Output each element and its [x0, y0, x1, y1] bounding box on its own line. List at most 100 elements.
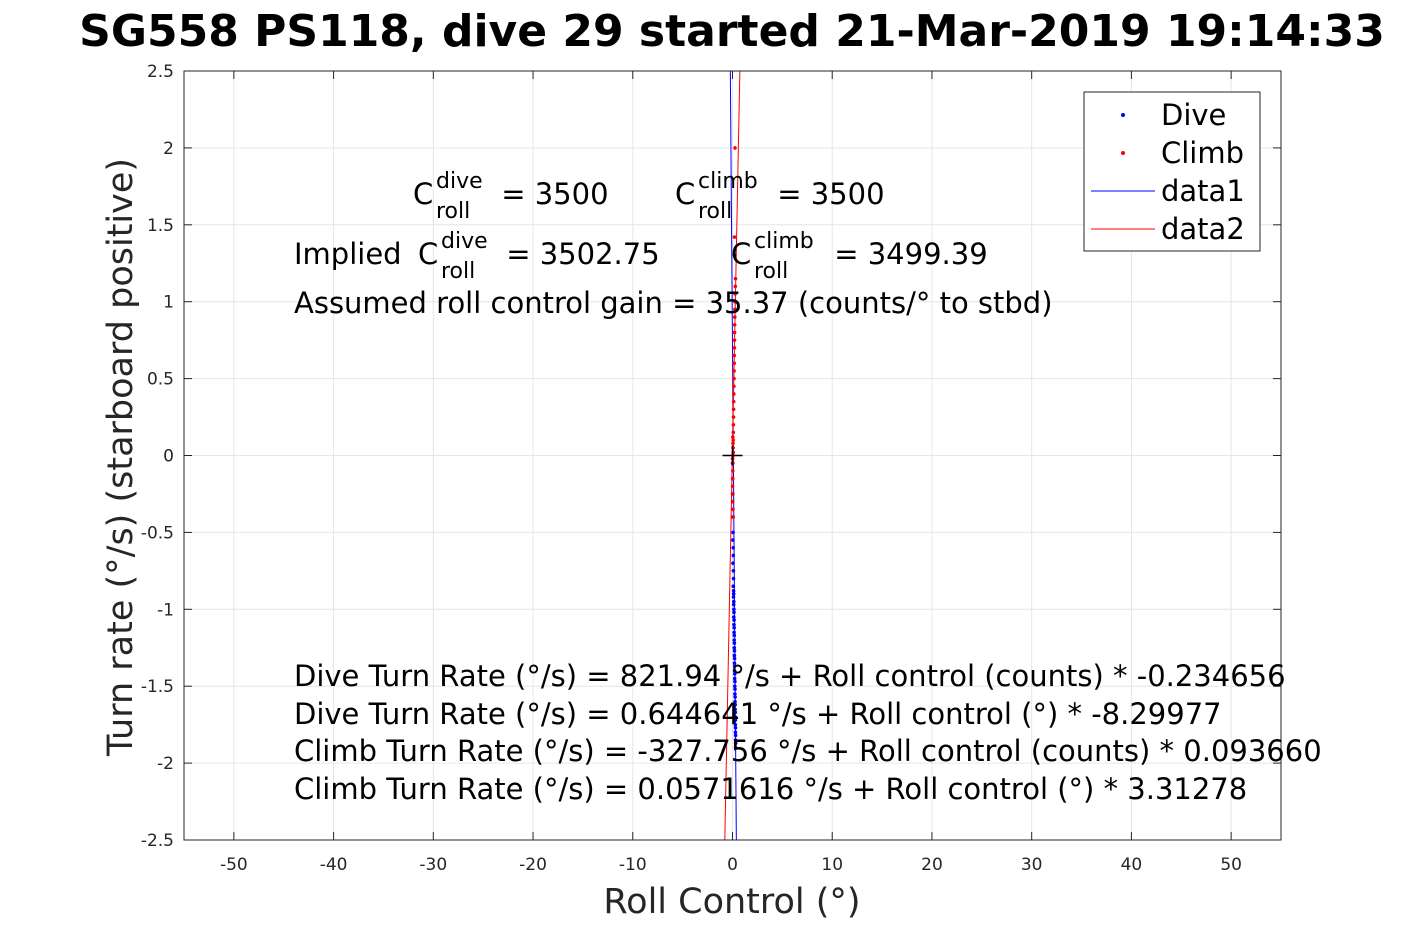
climb-point [731, 392, 736, 396]
y-tick-label: 2.5 [147, 62, 174, 82]
dive-point [731, 589, 736, 593]
dive-point [731, 545, 735, 550]
dive-point [733, 707, 737, 712]
x-tick-label: 0 [727, 855, 738, 875]
climb-point [731, 441, 735, 445]
climb-point [731, 507, 735, 512]
dive-point [732, 253, 737, 258]
dive-point [731, 592, 736, 596]
y-tick-label: 0 [163, 447, 174, 467]
y-tick-label: 1 [163, 293, 174, 313]
data-points [730, 146, 738, 750]
dive-point [732, 684, 737, 688]
c-roll-climb-value: = 3500 [768, 177, 885, 211]
dive-point [732, 618, 736, 622]
climb-point [733, 146, 737, 150]
climb-point [730, 499, 735, 504]
y-tick-label: 0.5 [147, 370, 174, 390]
climb-point [733, 299, 737, 304]
fit-line-annotation: Dive Turn Rate (°/s) = 821.94 °/s + Roll… [294, 659, 1286, 693]
implied-climb-value: = 3499.39 [825, 237, 988, 271]
dive-point [731, 584, 736, 589]
fit-line-annotation: Climb Turn Rate (°/s) = 0.0571616 °/s + … [294, 772, 1247, 806]
dive-point [731, 576, 736, 581]
climb-point [730, 484, 735, 489]
climb-point [731, 438, 735, 442]
climb-point [731, 422, 736, 427]
climb-point [732, 346, 737, 350]
c-roll-dive-base: C [413, 177, 433, 211]
x-tick-label: -40 [320, 855, 348, 875]
implied-climb-sup: climb [754, 229, 814, 254]
c-roll-dive-annotation: C dive roll = 3500 [413, 169, 609, 224]
dive-point [732, 653, 737, 658]
chart-title: SG558 PS118, dive 29 started 21-Mar-2019… [79, 6, 1385, 57]
legend-data2-label: data2 [1161, 212, 1245, 246]
legend-climb-marker [1121, 151, 1125, 155]
dive-point [733, 702, 737, 707]
climb-point [732, 330, 737, 335]
y-tick-label: -0.5 [141, 523, 174, 543]
climb-point [733, 276, 738, 281]
legend: Dive Climb data1 data2 [1083, 91, 1261, 252]
dive-point [732, 630, 736, 635]
x-axis-label: Roll Control (°) [603, 882, 860, 922]
dive-point [732, 633, 737, 638]
climb-point [731, 399, 736, 404]
c-roll-dive-value: = 3500 [492, 177, 609, 211]
c-roll-climb-sub: roll [698, 199, 732, 224]
c-roll-dive-sup: dive [436, 169, 483, 194]
dive-point [732, 672, 737, 676]
implied-prefix: Implied [294, 237, 411, 271]
climb-point [731, 415, 736, 419]
y-tick-label: -2 [157, 754, 174, 774]
fit-line-annotation: Climb Turn Rate (°/s) = -327.756 °/s + R… [294, 734, 1322, 768]
dive-point [733, 715, 737, 719]
x-tick-label: 10 [821, 855, 843, 875]
c-roll-climb-sup: climb [698, 169, 758, 194]
climb-point [730, 492, 735, 496]
x-tick-label: 30 [1021, 855, 1043, 875]
c-roll-climb-base: C [675, 177, 695, 211]
implied-dive-sup: dive [441, 229, 488, 254]
climb-point [730, 469, 735, 473]
dive-point [733, 733, 738, 738]
y-tick-label: -2.5 [141, 831, 174, 851]
y-tick-label: -1.5 [141, 677, 174, 697]
x-tick-label: 50 [1220, 855, 1242, 875]
climb-point [731, 430, 736, 435]
dive-point [732, 641, 737, 645]
x-tick-label: 20 [921, 855, 943, 875]
y-axis: -2.5 -2 -1.5 -1 -0.5 0 0.5 1 1.5 2 2.5 [141, 62, 1281, 851]
origin-crosshair [722, 445, 743, 466]
dive-point [731, 553, 736, 558]
climb-point [730, 435, 735, 439]
climb-point [733, 284, 738, 289]
implied-dive-value: = 3502.75 [497, 237, 660, 271]
dive-point [733, 738, 738, 742]
dive-point [731, 569, 736, 573]
implied-dive-base: C [418, 237, 438, 271]
dive-point [733, 725, 738, 730]
dive-point [732, 656, 737, 661]
dive-point [733, 722, 738, 727]
y-tick-label: 2 [163, 139, 174, 159]
plot-border [183, 70, 1282, 841]
x-tick-label: 40 [1121, 855, 1143, 875]
climb-point [732, 384, 736, 389]
implied-annotation: Implied C dive roll = 3502.75 C climb ro… [294, 229, 988, 284]
x-tick-label: -30 [419, 855, 447, 875]
dive-point [731, 615, 736, 619]
y-tick-label: -1 [157, 600, 174, 620]
dive-point [732, 676, 737, 681]
roll-gain-annotation: Assumed roll control gain = 35.37 (count… [294, 286, 1053, 320]
climb-point [730, 476, 735, 481]
dive-point [732, 638, 736, 642]
dive-point [732, 622, 736, 627]
x-axis: -50 -40 -30 -20 -10 0 10 20 30 40 50 [220, 71, 1242, 875]
climb-point [732, 376, 736, 381]
dive-point [731, 530, 735, 535]
dive-point [732, 669, 737, 673]
climb-point [733, 307, 737, 312]
